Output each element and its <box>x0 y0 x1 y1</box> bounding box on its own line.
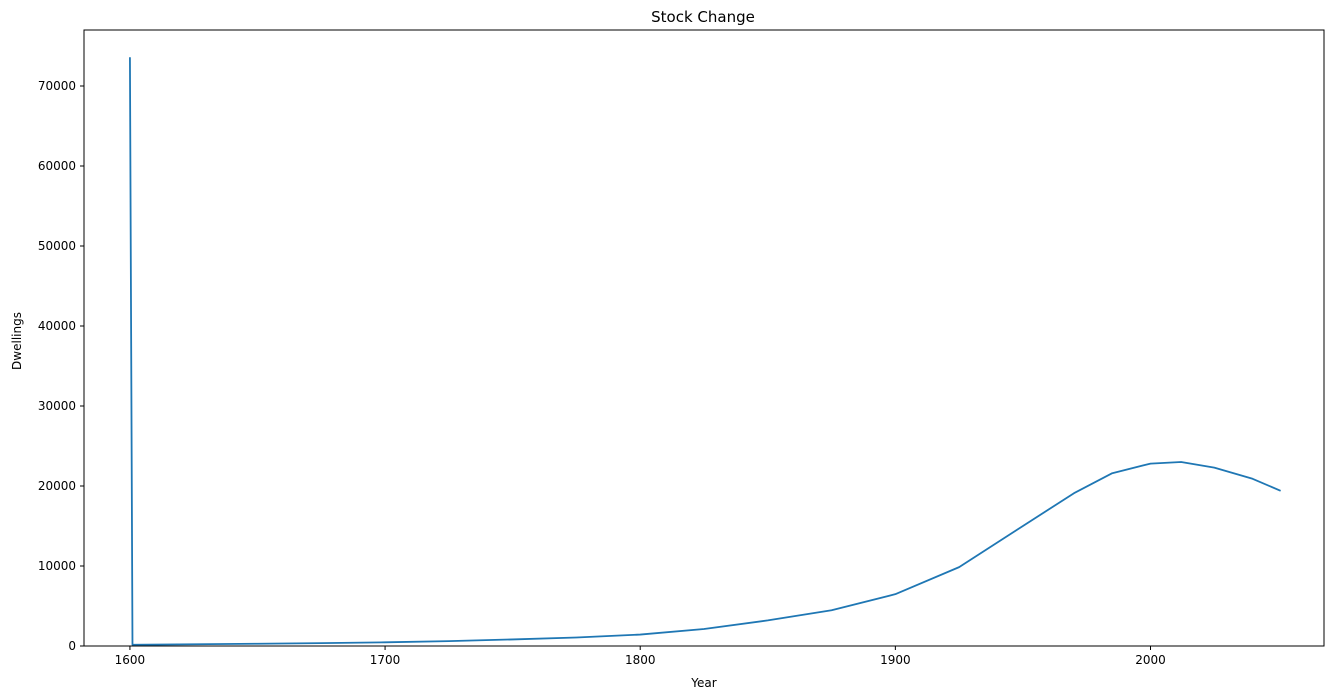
series-line <box>129 57 1281 646</box>
chart-title: Stock Change <box>651 8 755 26</box>
y-tick-label: 50000 <box>38 239 76 253</box>
y-axis-label: Dwellings <box>10 312 24 370</box>
y-tick-label: 0 <box>68 639 76 653</box>
y-tick-label: 70000 <box>38 79 76 93</box>
axis-ticks: 1600 1700 1800 1900 200001000020000300004000… <box>38 79 1166 667</box>
y-tick-label: 10000 <box>38 559 76 573</box>
x-tick-label: 2000 <box>1135 653 1166 667</box>
y-tick-label: 40000 <box>38 319 76 333</box>
plot-frame <box>83 29 1325 647</box>
y-tick-label: 60000 <box>38 159 76 173</box>
x-tick-label: 1700 <box>370 653 401 667</box>
series-layer <box>129 57 1281 646</box>
x-tick-label: 1800 <box>625 653 656 667</box>
y-tick-label: 30000 <box>38 399 76 413</box>
x-axis-label: Year <box>690 676 716 690</box>
x-tick-label: 1900 <box>880 653 911 667</box>
plot-area <box>84 30 1324 646</box>
y-tick-label: 20000 <box>38 479 76 493</box>
x-tick-label: 1600 <box>115 653 146 667</box>
